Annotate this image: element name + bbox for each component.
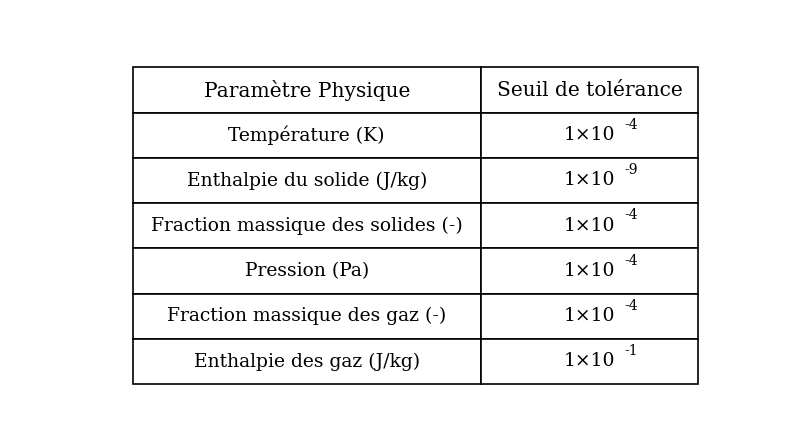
Bar <box>481 339 698 384</box>
Bar <box>133 249 481 294</box>
Bar <box>481 294 698 339</box>
Text: 1×10: 1×10 <box>564 126 616 144</box>
Bar <box>133 113 481 158</box>
Text: Température (K): Température (K) <box>229 126 385 145</box>
Bar <box>481 203 698 249</box>
Text: 1×10: 1×10 <box>564 352 616 371</box>
Text: Pression (Pa): Pression (Pa) <box>245 262 369 280</box>
Text: -1: -1 <box>624 344 637 358</box>
Bar <box>481 67 698 113</box>
Text: Fraction massique des gaz (-): Fraction massique des gaz (-) <box>167 307 446 325</box>
Bar <box>481 249 698 294</box>
Text: -4: -4 <box>624 208 637 222</box>
Text: 1×10: 1×10 <box>564 307 616 325</box>
Text: -4: -4 <box>624 299 637 313</box>
Bar <box>133 339 481 384</box>
Bar <box>133 158 481 203</box>
Text: -4: -4 <box>624 118 637 132</box>
Text: Fraction massique des solides (-): Fraction massique des solides (-) <box>151 217 462 235</box>
Bar <box>133 294 481 339</box>
Text: 1×10: 1×10 <box>564 262 616 280</box>
Text: Seuil de tolérance: Seuil de tolérance <box>496 80 683 100</box>
Text: -4: -4 <box>624 253 637 267</box>
Text: Enthalpie des gaz (J/kg): Enthalpie des gaz (J/kg) <box>194 352 420 371</box>
Bar <box>133 67 481 113</box>
Text: 1×10: 1×10 <box>564 172 616 190</box>
Bar <box>481 113 698 158</box>
Bar <box>481 158 698 203</box>
Text: 1×10: 1×10 <box>564 217 616 235</box>
Bar <box>133 203 481 249</box>
Text: Paramètre Physique: Paramètre Physique <box>204 80 410 101</box>
Text: -9: -9 <box>624 163 637 177</box>
Text: Enthalpie du solide (J/kg): Enthalpie du solide (J/kg) <box>187 171 427 190</box>
